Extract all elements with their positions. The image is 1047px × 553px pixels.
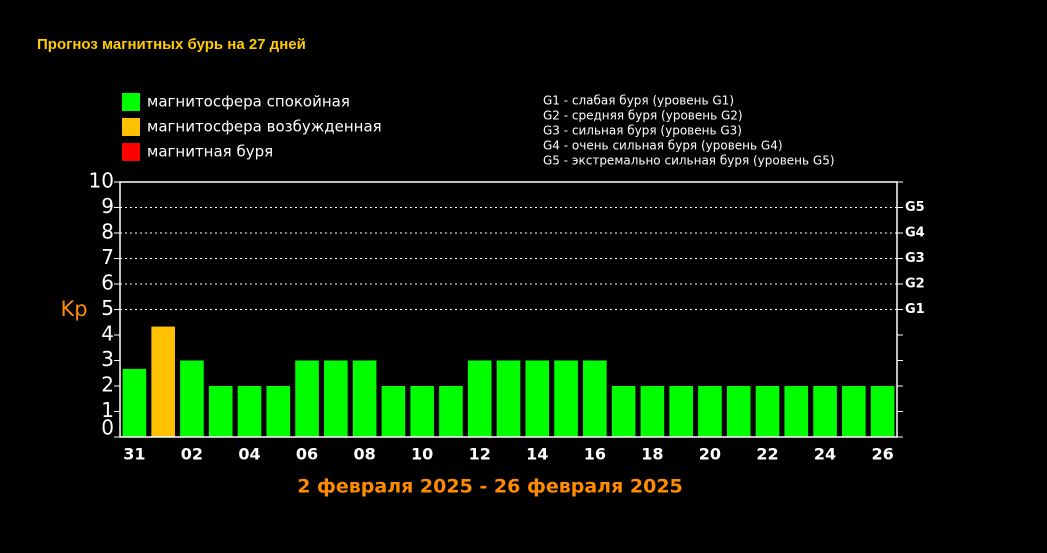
- storm-level-note: G5 - экстремально сильная буря (уровень …: [543, 154, 835, 168]
- legend-swatch: [122, 93, 140, 111]
- storm-level-note: G2 - средняя буря (уровень G2): [543, 109, 743, 123]
- bar: [726, 386, 751, 437]
- bar: [640, 386, 665, 437]
- bar: [784, 386, 809, 437]
- legend-label: магнитосфера возбужденная: [147, 118, 382, 136]
- x-tick-label: 12: [469, 445, 491, 464]
- y-tick-label: 10: [89, 169, 114, 193]
- storm-level-note: G1 - слабая буря (уровень G1): [543, 94, 734, 108]
- y-tick-label: 3: [101, 347, 114, 371]
- bar: [870, 386, 895, 437]
- bar: [208, 386, 233, 437]
- bar: [324, 360, 348, 437]
- y-tick-label: 2: [101, 373, 114, 397]
- x-tick-label: 18: [641, 445, 663, 464]
- y-tick-label: 9: [101, 194, 114, 218]
- y2-tick-label: G5: [905, 200, 925, 215]
- bar: [352, 360, 377, 437]
- legend-swatch: [122, 143, 140, 161]
- y-tick-label: 8: [101, 220, 114, 244]
- bar: [611, 386, 636, 437]
- legend-swatch: [122, 118, 140, 136]
- x-tick-label: 26: [871, 445, 893, 464]
- bar: [467, 360, 492, 437]
- bar: [583, 360, 607, 437]
- y-axis-label: Kp: [60, 297, 87, 321]
- bar: [295, 360, 319, 437]
- legend-label: магнитосфера спокойная: [147, 93, 350, 111]
- bar: [410, 386, 434, 437]
- x-tick-label: 24: [814, 445, 836, 464]
- chart-title: Прогноз магнитных бурь на 27 дней: [37, 36, 306, 53]
- x-tick-label: 14: [526, 445, 548, 464]
- bar: [381, 386, 406, 437]
- y-tick-label: 6: [101, 271, 114, 295]
- storm-level-note: G4 - очень сильная буря (уровень G4): [543, 139, 783, 153]
- y2-tick-label: G3: [905, 251, 925, 266]
- y-tick-label: 0: [101, 416, 114, 440]
- y-tick-label: 4: [101, 322, 114, 346]
- bar: [151, 326, 175, 437]
- bar: [439, 386, 463, 437]
- y2-tick-label: G4: [905, 226, 925, 241]
- x-tick-label: 02: [181, 445, 203, 464]
- bar: [698, 386, 722, 437]
- legend-label: магнитная буря: [147, 143, 273, 161]
- y-tick-label: 7: [101, 245, 114, 269]
- x-tick-label: 31: [123, 445, 145, 464]
- x-tick-label: 08: [353, 445, 375, 464]
- bar: [842, 386, 866, 437]
- bar: [237, 386, 262, 437]
- bar: [122, 368, 147, 437]
- bar: [180, 360, 204, 437]
- plot-frame: [119, 181, 898, 438]
- x-tick-label: 22: [756, 445, 778, 464]
- x-tick-label: 10: [411, 445, 433, 464]
- x-tick-label: 06: [296, 445, 318, 464]
- bar: [525, 360, 550, 437]
- x-tick-label: 04: [238, 445, 260, 464]
- bar: [496, 360, 521, 437]
- x-tick-label: 16: [584, 445, 606, 464]
- y2-tick-label: G2: [905, 277, 925, 292]
- y2-tick-label: G1: [905, 302, 925, 317]
- bar: [266, 386, 291, 437]
- bar: [813, 386, 837, 437]
- y-tick-label: 5: [101, 296, 114, 320]
- storm-level-note: G3 - сильная буря (уровень G3): [543, 124, 742, 138]
- bar: [755, 386, 780, 437]
- bar: [669, 386, 693, 437]
- x-tick-label: 20: [699, 445, 721, 464]
- y-tick-label: 1: [101, 398, 114, 422]
- x-axis-label: 2 февраля 2025 - 26 февраля 2025: [297, 476, 683, 498]
- bar: [554, 360, 578, 437]
